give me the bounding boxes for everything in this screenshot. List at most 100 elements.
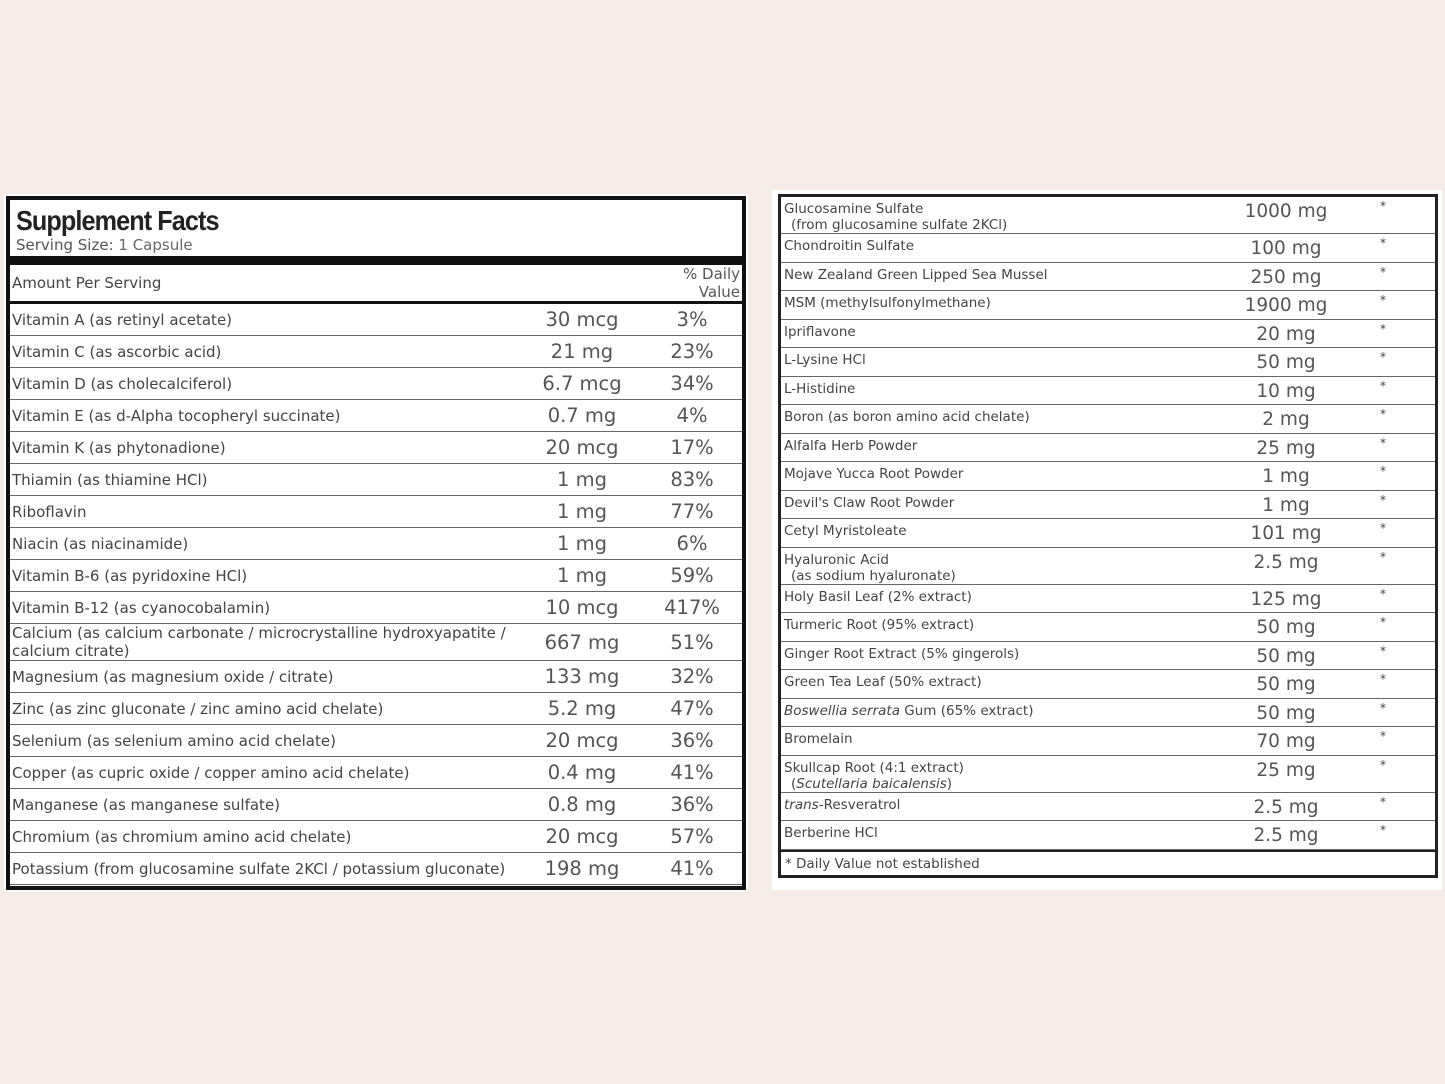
amount: 20 mcg <box>545 729 619 752</box>
name-line: Turmeric Root (95% extract) <box>784 617 974 633</box>
daily-value: * <box>1380 643 1386 658</box>
text-segment: (from glucosamine sulfate 2KCl) <box>791 217 1008 233</box>
amount: 20 mcg <box>545 436 619 459</box>
ingredient-row: trans-Resveratrol 2.5 mg * <box>781 793 1435 821</box>
name-line: Chondroitin Sulfate <box>784 238 914 254</box>
nutrient-row: Vitamin B-12 (as cyanocobalamin) 10 mcg 41… <box>10 592 742 624</box>
name-line: Mojave Yucca Root Powder <box>784 466 963 482</box>
ingredient-name: Alfalfa Herb Powder <box>781 434 1216 454</box>
amount: 21 mg <box>550 340 614 363</box>
nutrient-name: Riboflavin <box>12 502 87 521</box>
text-segment: trans <box>784 796 819 813</box>
name-line: Cetyl Myristoleate <box>784 523 907 539</box>
name-line: Skullcap Root (4:1 extract) <box>784 760 964 776</box>
ingredient-row: Cetyl Myristoleate 101 mg * <box>781 519 1435 548</box>
nutrient-name: Vitamin D (as cholecalciferol) <box>12 374 233 393</box>
ingredient-name: L-Lysine HCl <box>781 348 1216 368</box>
amount: 1 mg <box>557 468 607 491</box>
name-line: Ipriflavone <box>784 324 856 340</box>
ingredient-name: Glucosamine Sulfate (from glucosamine sul… <box>781 197 1216 233</box>
nutrient-name: Thiamin (as thiamine HCl) <box>12 470 208 489</box>
nutrient-name: Calcium (as calcium carbonate / microcry… <box>12 624 506 660</box>
ingredient-row: Turmeric Root (95% extract) 50 mg * <box>781 613 1435 642</box>
nutrient-name: Vitamin A (as retinyl acetate) <box>12 310 233 329</box>
nutrient-name: Selenium (as selenium amino acid chelate… <box>12 731 336 750</box>
text-segment: Ipriflavone <box>784 323 856 340</box>
ingredient-name: Boron (as boron amino acid chelate) <box>781 405 1216 425</box>
name-line: Hyaluronic Acid <box>784 552 889 568</box>
amount: 10 mg <box>1256 380 1316 402</box>
name-line: Ginger Root Extract (5% gingerols) <box>784 646 1019 662</box>
thick-rule <box>10 256 742 265</box>
amount: 0.7 mg <box>547 404 617 427</box>
daily-value: 77% <box>670 500 714 523</box>
daily-value: 41% <box>670 761 714 784</box>
nutrient-name: Vitamin B-12 (as cyanocobalamin) <box>12 598 271 617</box>
daily-value: * <box>1380 264 1386 279</box>
text-segment: Cetyl Myristoleate <box>784 523 907 539</box>
text-segment: Hyaluronic Acid <box>784 551 889 568</box>
text-segment: Mojave Yucca Root Powder <box>784 466 964 482</box>
nutrient-row: Calcium (as calcium carbonate / microcry… <box>10 624 742 661</box>
name-line: Boron (as boron amino acid chelate) <box>784 409 1030 425</box>
daily-value: 47% <box>670 697 714 720</box>
daily-value: 36% <box>670 729 714 752</box>
ingredient-name: Chondroitin Sulfate <box>781 234 1216 254</box>
daily-value: * <box>1380 236 1386 250</box>
text-segment: Berberine HCl <box>784 825 878 841</box>
ingredient-name: Devil's Claw Root Powder <box>781 491 1216 511</box>
name-line: trans-Resveratrol <box>784 797 900 813</box>
name-line: Berberine HCl <box>784 825 878 841</box>
daily-value: * <box>1380 615 1386 629</box>
ingredient-row: New Zealand Green Lipped Sea Mussel 250 m… <box>781 263 1435 291</box>
amount: 2.5 mg <box>1253 796 1319 818</box>
name-line: Glucosamine Sulfate <box>784 201 923 217</box>
nutrient-row: Riboflavin 1 mg 77% <box>10 496 742 528</box>
ingredient-row: L-Histidine 10 mg * <box>781 377 1435 405</box>
text-segment: Turmeric Root (95% extract) <box>784 617 975 633</box>
name-line: MSM (methylsulfonylmethane) <box>784 295 991 311</box>
nutrient-row: Magnesium (as magnesium oxide / citrate)… <box>10 661 742 693</box>
amount: 667 mg <box>544 630 620 654</box>
daily-value: 83% <box>670 468 714 491</box>
ingredient-name: MSM (methylsulfonylmethane) <box>781 291 1216 311</box>
text-segment: New Zealand Green Lipped Sea Mussel <box>784 266 1048 283</box>
daily-value: * <box>1380 407 1386 421</box>
ingredient-row: Green Tea Leaf (50% extract) 50 mg * <box>781 670 1435 699</box>
daily-value: * <box>1380 672 1386 686</box>
header-dv: % Daily Value <box>683 265 740 301</box>
ingredient-row: MSM (methylsulfonylmethane) 1900 mg * <box>781 291 1435 320</box>
ingredient-row: Berberine HCl 2.5 mg * <box>781 821 1435 850</box>
amount: 10 mcg <box>545 596 619 619</box>
serving-label: Serving Size: <box>16 236 114 254</box>
nutrient-name: Chromium (as chromium amino acid chelate… <box>12 827 352 846</box>
amount: 1 mg <box>1262 494 1310 516</box>
daily-value: 17% <box>670 436 714 459</box>
daily-value: 51% <box>670 630 714 654</box>
text-segment: ( <box>791 775 797 792</box>
daily-value: * <box>1380 521 1386 535</box>
text-segment: Glucosamine Sulfate <box>784 201 924 217</box>
ingredient-name: Bromelain <box>781 727 1216 747</box>
amount: 20 mcg <box>545 825 619 848</box>
text-segment: Scutellaria baicalensis <box>796 775 947 792</box>
name-line: Devil's Claw Root Powder <box>784 495 954 511</box>
ingredient-row: Boron (as boron amino acid chelate) 2 mg * <box>781 405 1435 434</box>
right-rows: Glucosamine Sulfate (from glucosamine sul… <box>781 197 1435 850</box>
text-segment: Gum (65% extract) <box>900 702 1034 719</box>
nutrient-name: Vitamin B-6 (as pyridoxine HCl) <box>12 566 248 585</box>
text-segment: Ginger Root Extract (5% gingerols) <box>784 645 1020 662</box>
facts-box: Supplement Facts Serving Size: 1 Capsule… <box>6 196 746 890</box>
daily-value: * <box>1380 464 1386 478</box>
nutrient-row: Selenium (as selenium amino acid chelate… <box>10 725 742 757</box>
nutrient-row: Zinc (as zinc gluconate / zinc amino aci… <box>10 693 742 725</box>
left-rows: Vitamin A (as retinyl acetate) 30 mcg 3% Vi… <box>10 304 742 885</box>
amount: 6.7 mcg <box>542 372 622 395</box>
amount: 2 mg <box>1262 409 1310 430</box>
amount: 25 mg <box>1256 759 1316 781</box>
daily-value: * <box>1380 794 1386 809</box>
amount: 125 mg <box>1250 588 1322 610</box>
footnote: * Daily Value not established <box>781 849 1435 875</box>
nutrient-row: Thiamin (as thiamine HCl) 1 mg 83% <box>10 464 742 496</box>
ingredient-row: L-Lysine HCl 50 mg * <box>781 348 1435 377</box>
